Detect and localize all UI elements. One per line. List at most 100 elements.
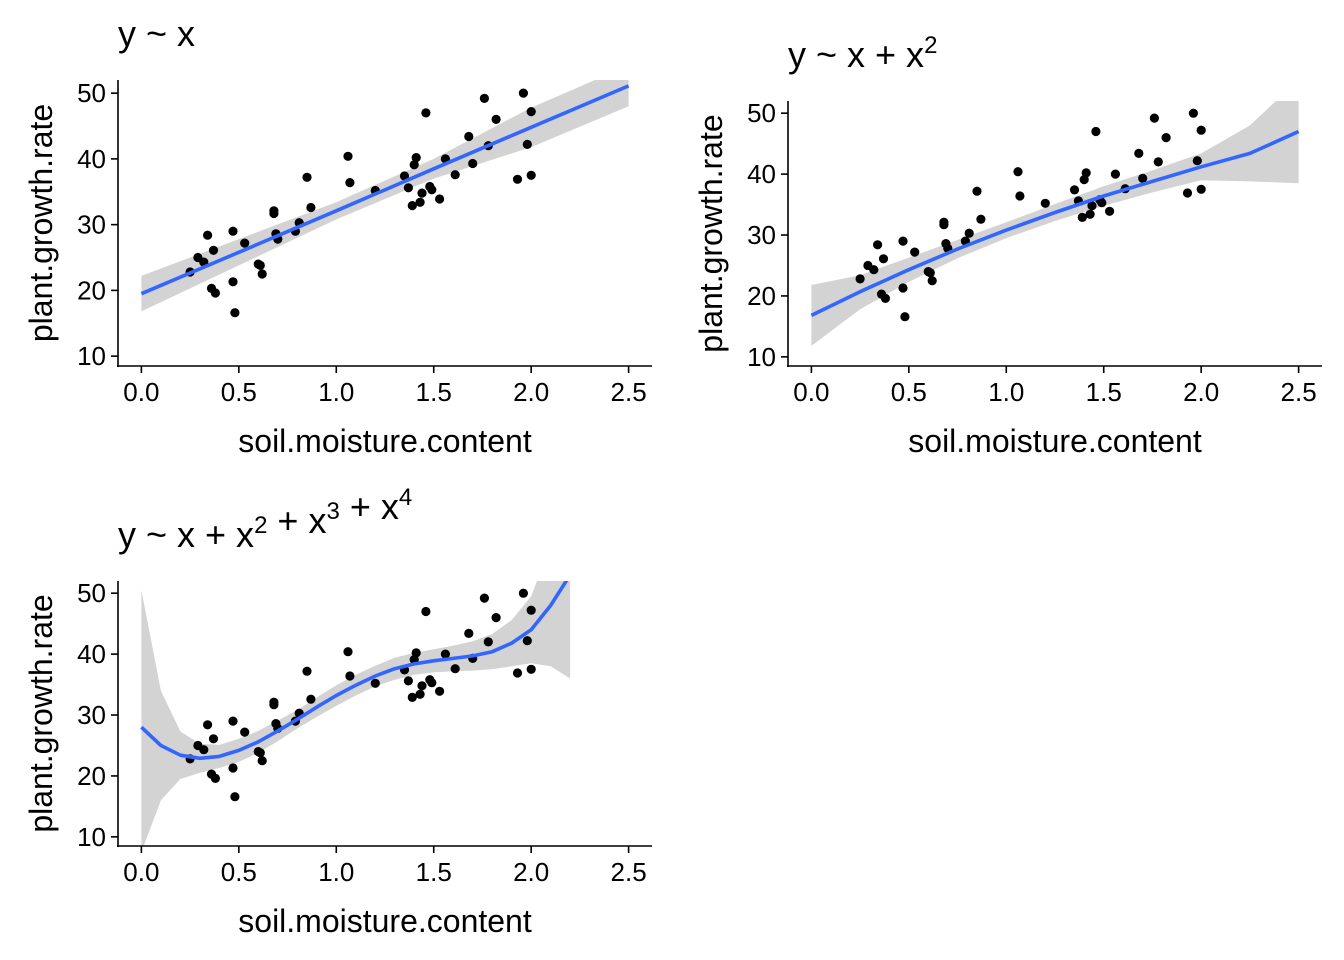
data-point: [208, 734, 219, 744]
x-tick-label: 1.0: [318, 377, 354, 407]
data-point: [306, 694, 316, 704]
data-point: [306, 202, 316, 213]
y-tick-label: 40: [77, 639, 106, 669]
fit-line: [140, 581, 569, 761]
panel-title: y ~ x + x2 + x3 + x4: [118, 484, 412, 555]
data-point: [1040, 198, 1050, 208]
y-tick-label: 30: [77, 210, 106, 240]
x-axis-label: soil.moisture.content: [908, 423, 1202, 459]
data-point: [269, 206, 279, 216]
x-axis-label: soil.moisture.content: [238, 903, 532, 939]
y-tick-label: 30: [747, 220, 776, 250]
plot-area: [810, 101, 1300, 346]
data-point: [302, 172, 312, 182]
data-point: [343, 647, 353, 657]
y-axis-label: plant.growth.rate: [23, 594, 59, 832]
data-point: [464, 131, 474, 142]
y-tick-label: 40: [77, 144, 106, 174]
data-point: [925, 268, 935, 278]
data-point: [228, 277, 238, 287]
x-tick-label: 2.5: [611, 377, 647, 407]
data-point: [255, 748, 265, 758]
x-tick-label: 0.0: [123, 377, 159, 407]
data-point: [910, 247, 920, 257]
data-point: [230, 792, 240, 802]
data-point: [1161, 133, 1171, 143]
data-point: [257, 269, 267, 279]
data-point: [399, 171, 410, 181]
data-point: [1196, 125, 1206, 135]
y-tick-label: 20: [747, 281, 776, 311]
data-point: [203, 230, 213, 240]
data-point: [228, 763, 238, 773]
y-tick-label: 20: [77, 761, 106, 791]
data-point: [435, 686, 445, 696]
data-point: [345, 178, 355, 188]
data-point: [440, 649, 450, 659]
data-point: [450, 170, 460, 180]
data-point: [1134, 148, 1144, 158]
data-point: [427, 185, 437, 195]
data-point: [526, 664, 536, 674]
x-tick-label: 2.5: [1281, 377, 1317, 407]
data-point: [403, 183, 413, 193]
data-point: [964, 228, 974, 238]
data-point: [927, 276, 937, 286]
data-point: [1188, 108, 1198, 118]
x-tick-label: 0.5: [221, 857, 257, 887]
data-point: [873, 240, 883, 250]
data-point: [1013, 167, 1023, 177]
data-point: [880, 293, 891, 303]
data-point: [417, 681, 427, 691]
x-tick-label: 0.5: [221, 377, 257, 407]
plot-area: [140, 581, 571, 846]
data-point: [421, 108, 431, 118]
y-tick-label: 10: [747, 342, 776, 372]
data-point: [208, 245, 219, 255]
data-point: [898, 283, 908, 293]
y-tick-label: 50: [77, 578, 106, 608]
data-point: [479, 593, 489, 603]
data-point: [1015, 191, 1025, 201]
data-point: [228, 716, 238, 726]
data-point: [407, 692, 417, 703]
panel-linear: 0.0 0.5 1.0 1.5 2.0 2.5 10 20 30 40 50 soil.moistur…: [23, 13, 652, 459]
data-point: [1077, 212, 1087, 222]
data-point: [976, 214, 986, 224]
data-point: [1081, 168, 1091, 178]
y-tick-label: 50: [77, 78, 106, 108]
x-tick-label: 1.5: [1086, 377, 1122, 407]
x-tick-label: 0.5: [891, 377, 927, 407]
data-point: [1149, 113, 1159, 123]
data-point: [468, 158, 478, 169]
data-point: [228, 226, 238, 236]
fit-line: [140, 84, 630, 296]
data-point: [900, 312, 910, 322]
y-tick-label: 10: [77, 341, 106, 371]
data-point: [415, 197, 425, 207]
data-point: [370, 678, 380, 688]
data-point: [409, 160, 419, 170]
x-tick-label: 0.0: [793, 377, 829, 407]
x-tick-label: 1.0: [988, 377, 1024, 407]
data-point: [1138, 173, 1148, 183]
y-tick-label: 30: [77, 700, 106, 730]
x-tick-label: 2.5: [611, 857, 647, 887]
y-axis-label: plant.growth.rate: [23, 104, 59, 342]
data-point: [522, 139, 532, 149]
data-point: [1196, 184, 1206, 194]
data-point: [522, 636, 532, 646]
data-point: [512, 174, 523, 184]
x-axis-label: soil.moisture.content: [238, 423, 532, 459]
y-axis-label: plant.growth.rate: [693, 114, 729, 352]
data-point: [421, 606, 431, 617]
data-point: [269, 697, 279, 707]
y-tick-label: 20: [77, 275, 106, 305]
data-point: [1192, 156, 1202, 166]
data-point: [878, 254, 889, 264]
x-tick-label: 2.0: [513, 377, 549, 407]
y-tick-label: 40: [747, 159, 776, 189]
data-point: [411, 648, 421, 658]
data-point: [464, 628, 474, 639]
data-point: [415, 689, 425, 699]
